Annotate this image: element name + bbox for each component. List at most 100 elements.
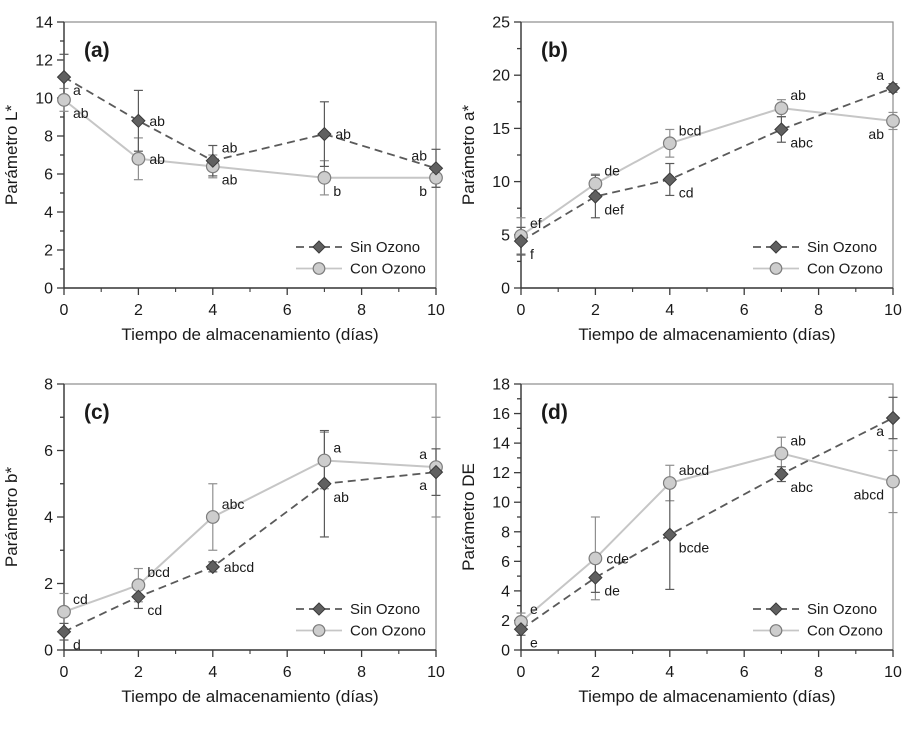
data-point-diamond [885, 410, 901, 426]
x-tick-label: 0 [517, 302, 526, 319]
chart-d: 0 2 4 6 8 10 12 14 16 18 0 2 4 6 8 10 Tiempo de almacena… [459, 377, 902, 707]
significance-label: abcd [679, 462, 709, 478]
significance-label: de [604, 163, 620, 179]
significance-label: abc [790, 134, 813, 150]
significance-label: a [876, 423, 884, 439]
significance-label: abcd [224, 559, 254, 575]
data-point-circle [774, 446, 789, 461]
x-axis-title: Tiempo de almacenamiento (días) [121, 687, 378, 706]
significance-label: ab [335, 126, 351, 142]
data-point-circle [886, 474, 900, 489]
legend-circle-icon [769, 624, 783, 637]
data-point-diamond [205, 559, 221, 575]
chart-a: 0 2 4 6 8 10 12 14 0 2 4 6 8 10 Tiempo de almacenamien… [2, 15, 445, 345]
significance-label: cd [147, 602, 162, 618]
significance-label: ab [790, 432, 806, 448]
x-axis-title: Tiempo de almacenamiento (días) [578, 687, 835, 706]
legend-label: Con Ozono [807, 261, 883, 278]
y-tick-label: 6 [501, 554, 510, 571]
y-tick-label: 10 [492, 495, 510, 512]
y-tick-label: 4 [44, 205, 53, 222]
data-point-diamond [205, 153, 221, 168]
significance-label: d [73, 637, 81, 653]
series-line [63, 459, 437, 613]
x-tick-label: 6 [740, 302, 749, 319]
panel-letter: (b) [541, 39, 568, 62]
chart-b: 0 5 10 15 20 25 0 2 4 6 8 10 Tiempo de almacenamient… [459, 15, 902, 345]
x-tick-label: 2 [134, 664, 143, 681]
data-point-circle [57, 92, 71, 107]
legend-diamond-icon [312, 240, 326, 254]
significance-label: f [530, 246, 534, 262]
significance-label: cde [606, 550, 629, 566]
significance-label: a [73, 82, 81, 98]
significance-label: e [530, 601, 538, 617]
data-point-circle [317, 453, 332, 468]
y-tick-label: 0 [501, 281, 510, 298]
legend-diamond-icon [769, 602, 783, 616]
series-line [520, 107, 894, 237]
x-tick-label: 8 [814, 302, 823, 319]
x-tick-label: 4 [208, 302, 217, 319]
x-tick-label: 10 [427, 664, 445, 681]
x-tick-label: 4 [665, 664, 674, 681]
panel-a: 0 2 4 6 8 10 12 14 0 2 4 6 8 10 Tiempo de almacenamien… [0, 0, 457, 362]
y-tick-label: 8 [44, 377, 53, 394]
y-tick-label: 20 [492, 68, 510, 85]
panel-b: 0 5 10 15 20 25 0 2 4 6 8 10 Tiempo de almacenamient… [457, 0, 914, 362]
significance-label: cd [679, 184, 694, 200]
data-point-circle [774, 101, 789, 116]
legend-label: Con Ozono [350, 623, 426, 640]
y-tick-label: 12 [492, 465, 510, 482]
x-tick-label: 0 [60, 302, 69, 319]
data-point-diamond [56, 69, 72, 85]
significance-label: b [419, 183, 427, 199]
x-tick-label: 10 [884, 302, 902, 319]
data-point-circle [57, 604, 71, 619]
panel-d: 0 2 4 6 8 10 12 14 16 18 0 2 4 6 8 10 Tiempo de almacena… [457, 362, 914, 724]
data-point-diamond [513, 233, 529, 249]
series-line [520, 87, 894, 242]
data-point-circle [886, 114, 900, 128]
data-point-diamond [56, 624, 72, 639]
x-tick-label: 6 [283, 664, 292, 681]
y-tick-label: 8 [501, 524, 510, 541]
x-tick-label: 2 [591, 302, 600, 319]
y-axis-title: Parámetro DE [459, 463, 478, 571]
significance-label: ab [222, 171, 238, 187]
legend-label: Sin Ozono [350, 239, 420, 256]
significance-label: a [876, 67, 884, 83]
data-point-circle [131, 151, 146, 166]
significance-label: bcd [679, 122, 702, 138]
data-point-circle [317, 170, 332, 185]
series-line [520, 417, 894, 631]
legend: Sin Ozono Con Ozono [753, 239, 883, 278]
panel-letter: (a) [84, 39, 110, 62]
legend-label: Con Ozono [350, 261, 426, 278]
legend-circle-icon [312, 624, 326, 637]
data-point-diamond [588, 570, 603, 585]
significance-label: abc [790, 479, 813, 495]
x-tick-label: 8 [814, 664, 823, 681]
significance-label: a [333, 439, 341, 455]
legend-diamond-icon [769, 240, 783, 254]
significance-label: bcd [147, 564, 170, 580]
x-tick-label: 10 [427, 302, 445, 319]
data-point-circle [662, 136, 677, 151]
significance-label: b [333, 183, 341, 199]
data-point-diamond [662, 527, 678, 542]
y-tick-label: 0 [501, 643, 510, 660]
series-line [63, 99, 436, 179]
significance-label: ab [222, 140, 238, 156]
panel-c: 0 2 4 6 8 0 2 4 6 8 10 Tiempo de almacenamiento (dí… [0, 362, 457, 724]
significance-label: de [604, 583, 620, 599]
y-tick-label: 0 [44, 281, 53, 298]
data-point-diamond [131, 589, 146, 605]
x-tick-label: 10 [884, 664, 902, 681]
legend-circle-icon [312, 262, 326, 275]
significance-label: a [419, 446, 427, 462]
y-tick-label: 2 [501, 613, 510, 630]
y-tick-label: 16 [492, 406, 510, 423]
x-tick-label: 8 [357, 302, 366, 319]
significance-label: ab [868, 126, 884, 142]
